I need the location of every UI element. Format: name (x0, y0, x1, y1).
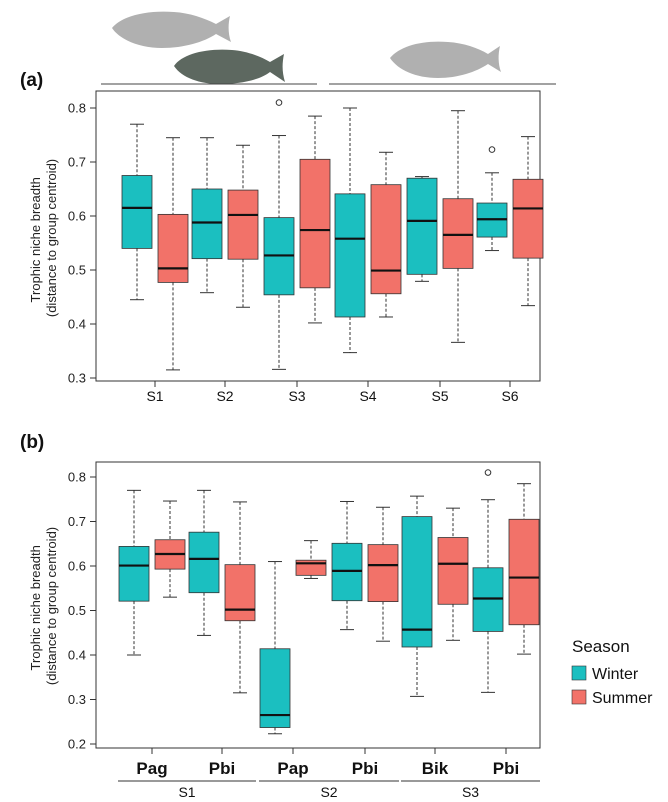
y-tick-label: 0.8 (68, 101, 86, 116)
legend: Season Winter Summer (571, 637, 653, 707)
box-pag-winter (118, 546, 150, 602)
legend-label-winter: Winter (592, 666, 639, 683)
x-tick-label: Pag (136, 759, 167, 778)
legend-label-summer: Summer (592, 690, 653, 707)
x-tick-label: S2 (216, 388, 233, 404)
box-s1-winter (121, 175, 153, 249)
y-tick-label: 0.8 (68, 470, 86, 485)
box-pbi-winter (472, 567, 504, 632)
box-pbi-summer (508, 518, 540, 626)
box-pbi-summer (224, 564, 256, 622)
panel-a-label: (a) (20, 70, 43, 91)
outlier-point (275, 99, 283, 106)
x-tick-label: S3 (288, 388, 305, 404)
box-s4-summer (370, 184, 402, 295)
y-tick-label: 0.2 (68, 737, 86, 752)
legend-swatch-summer (571, 689, 587, 705)
y-tick-label: 0.6 (68, 559, 86, 574)
box-bik-winter (401, 516, 433, 648)
x-tick-label: S4 (359, 388, 376, 404)
box-s5-summer (442, 198, 474, 269)
box-s4-winter (334, 193, 366, 318)
box-pbi-winter (188, 531, 220, 594)
x-tick-label: Pbi (352, 759, 378, 778)
box-s2-winter (191, 188, 223, 260)
y-tick-label: 0.7 (68, 155, 86, 170)
panel-a-plot: 0.3 0.4 0.5 0.6 0.7 0.8 S1 S2 S3 S4 S5 S6 (68, 90, 544, 404)
y-tick-label: 0.5 (68, 603, 86, 618)
x-tick-label: S5 (431, 388, 448, 404)
fish-silhouette-icon (112, 11, 231, 48)
y-tick-label: 0.3 (68, 692, 86, 707)
x-tick-label: Pap (277, 759, 308, 778)
outlier-point (484, 469, 492, 476)
legend-swatch-winter (571, 665, 587, 681)
x-tick-label: S6 (501, 388, 518, 404)
y-axis-title-a: Trophic niche breadth (distance to group… (28, 159, 59, 317)
y-tick-label: 0.7 (68, 514, 86, 529)
box-s1-summer (157, 213, 189, 283)
y-tick-label: 0.4 (68, 648, 86, 663)
box-bik-summer (437, 537, 469, 605)
box-s2-summer (227, 189, 259, 260)
panel-b-label: (b) (20, 432, 44, 453)
y-axis-title-b: Trophic niche breadth (distance to group… (28, 527, 59, 685)
fish-silhouette-icon (174, 49, 285, 84)
x-tick-label: Pbi (209, 759, 235, 778)
box-pbi-summer (367, 544, 399, 603)
x-tick-label: Pbi (493, 759, 519, 778)
fish-silhouette-icon (390, 41, 501, 78)
site-group-label: S1 (178, 784, 195, 800)
site-group-label: S2 (320, 784, 337, 800)
y-tick-label: 0.5 (68, 263, 86, 278)
outlier-point (488, 146, 496, 153)
legend-title: Season (572, 637, 630, 656)
fish-header (101, 11, 556, 85)
box-s3-summer (299, 158, 331, 289)
box-s5-winter (406, 177, 438, 275)
box-pbi-winter (331, 542, 363, 602)
site-group-label: S3 (462, 784, 479, 800)
y-tick-label: 0.6 (68, 209, 86, 224)
panel-b-plot: 0.2 0.3 0.4 0.5 0.6 0.7 0.8 Pag Pbi Pap Pbi Bik Pbi S… (68, 461, 541, 800)
x-tick-label: Bik (422, 759, 449, 778)
y-tick-label: 0.4 (68, 317, 86, 332)
x-tick-label: S1 (146, 388, 163, 404)
box-s6-summer (512, 178, 544, 259)
y-tick-label: 0.3 (68, 371, 86, 386)
